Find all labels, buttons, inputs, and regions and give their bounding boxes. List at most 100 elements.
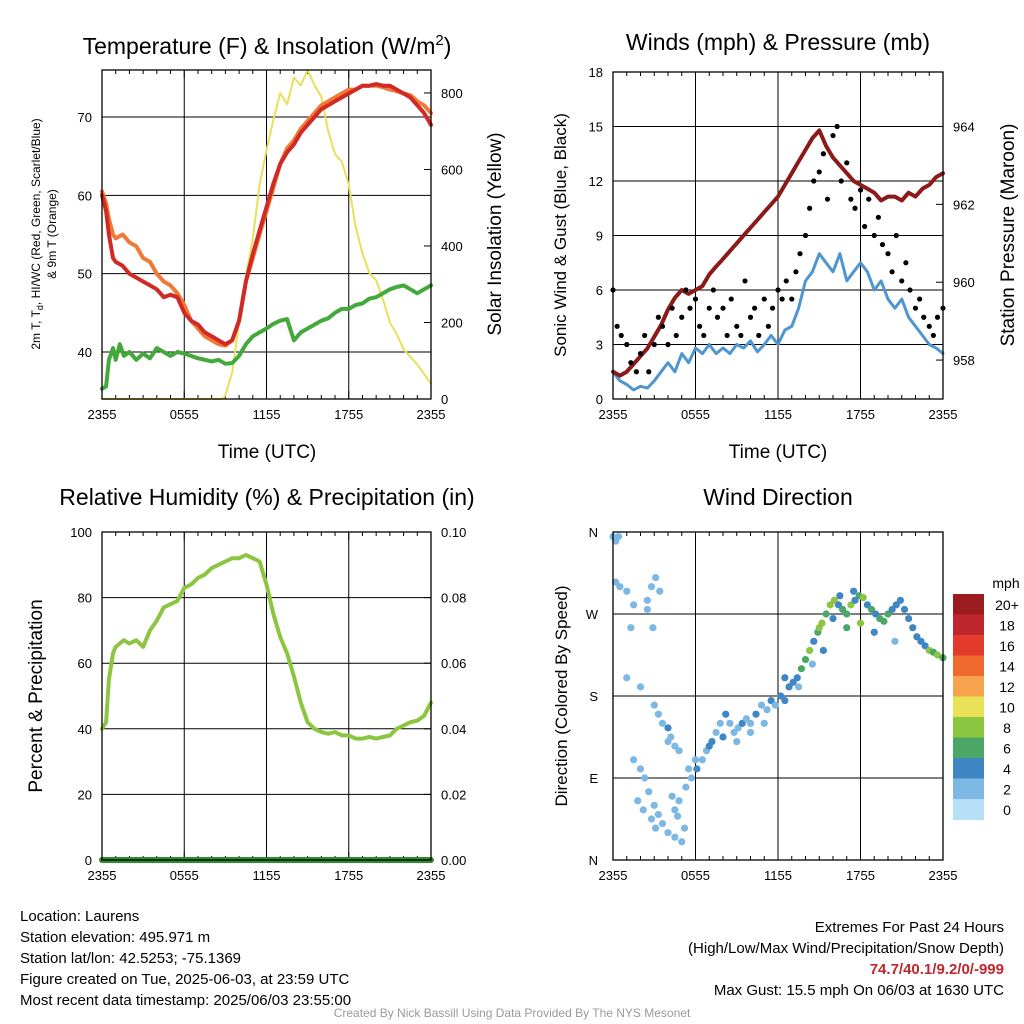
- direction-x-tick-label: 0555: [681, 868, 710, 883]
- legend-label: 20+: [995, 597, 1019, 613]
- gust-point: [903, 260, 909, 266]
- winds-right-tick-label: 960: [953, 275, 975, 290]
- direction-point: [712, 728, 720, 737]
- legend-label: 18: [999, 618, 1015, 634]
- gust-point: [838, 178, 844, 184]
- gust-point: [926, 323, 932, 329]
- direction-point: [650, 801, 658, 809]
- direction-point: [682, 783, 690, 791]
- gust-point: [779, 296, 785, 302]
- humidity-right-tick-label: 0.02: [441, 787, 466, 802]
- direction-point: [810, 637, 818, 645]
- gust-point: [879, 241, 886, 248]
- direction-point: [892, 601, 900, 609]
- direction-point: [654, 810, 662, 819]
- gust-point: [738, 332, 744, 339]
- gust-point: [692, 296, 699, 302]
- humidity-x-tick-label: 1755: [334, 868, 363, 883]
- gust-point: [655, 314, 661, 320]
- temperature-panel: Temperature (F) & Insolation (W/m2) Time…: [29, 32, 506, 463]
- winds-x-tick-label: 1755: [846, 407, 875, 422]
- direction-point: [722, 710, 730, 718]
- gust-point: [820, 151, 826, 157]
- legend-swatch: [953, 594, 984, 615]
- direction-point: [614, 532, 623, 541]
- gust-point: [628, 360, 634, 366]
- direction-point: [664, 829, 672, 837]
- direction-point: [801, 655, 810, 664]
- direction-point: [668, 792, 676, 800]
- extremes-subtitle: (High/Low/Max Wind/Precipitation/Snow De…: [688, 940, 1004, 957]
- temperature-y-axis-label-line2: & 9m T (Orange): [45, 189, 59, 279]
- temperature-x-tick-label: 0555: [170, 407, 199, 422]
- gust-point: [637, 350, 644, 357]
- gust-point: [706, 305, 712, 311]
- legend-label: 14: [999, 659, 1015, 675]
- direction-point: [636, 765, 645, 773]
- direction-point: [726, 719, 734, 727]
- gust-point: [728, 296, 734, 302]
- direction-point: [675, 747, 683, 755]
- direction-point: [829, 614, 837, 623]
- temperature-right-tick-label: 800: [441, 86, 463, 101]
- winds-right-tick-label: 964: [953, 120, 975, 135]
- legend-swatch: [953, 676, 984, 697]
- gust-point: [899, 278, 905, 284]
- winds-x-tick-label: 1155: [764, 407, 792, 422]
- direction-point: [856, 619, 865, 627]
- direction-point: [623, 587, 631, 595]
- insolation-y-axis-label: Solar Insolation (Yellow): [485, 132, 506, 335]
- direction-point: [884, 610, 892, 618]
- gust-point: [765, 323, 771, 329]
- direction-point: [850, 587, 858, 595]
- gust-point: [789, 296, 795, 302]
- gust-point: [659, 323, 666, 329]
- direction-point: [933, 651, 942, 659]
- direction-point: [643, 605, 651, 614]
- direction-y-tick-label: N: [589, 525, 598, 540]
- direction-point: [785, 683, 793, 691]
- winds-series-line-0: [611, 252, 945, 392]
- temperature-title: Temperature (F) & Insolation (W/m2): [83, 32, 452, 59]
- direction-point: [664, 724, 672, 732]
- direction-point: [705, 742, 713, 750]
- temperature-right-tick-label: 400: [441, 239, 463, 254]
- winds-y-tick-label: 18: [589, 65, 603, 80]
- gust-point: [866, 196, 872, 202]
- gust-point: [857, 187, 864, 193]
- gust-point: [642, 332, 648, 339]
- humidity-x-tick-label: 0555: [170, 868, 199, 883]
- gust-point: [742, 278, 748, 284]
- latlon-text: Station lat/lon: 42.5253; -75.1369: [20, 950, 242, 967]
- legend-label: 16: [999, 638, 1015, 654]
- direction-point: [867, 605, 876, 614]
- humidity-x-tick-label: 1155: [253, 868, 281, 883]
- direction-point: [797, 665, 805, 673]
- gust-point: [824, 196, 831, 202]
- direction-point: [909, 624, 917, 632]
- winds-right-tick-label: 962: [953, 197, 975, 212]
- gust-point: [912, 305, 919, 311]
- direction-point: [781, 674, 789, 682]
- direction-point: [664, 737, 672, 746]
- direction-point: [623, 674, 631, 682]
- direction-point: [752, 710, 760, 718]
- gust-point: [921, 314, 927, 320]
- winds-y-axis-label: Sonic Wind & Gust (Blue, Black): [551, 113, 570, 357]
- gust-point: [683, 287, 689, 293]
- direction-point: [687, 774, 695, 782]
- direction-point: [870, 628, 878, 636]
- direction-point: [641, 774, 649, 782]
- direction-y-tick-label: N: [589, 853, 598, 868]
- direction-point: [652, 573, 660, 582]
- gust-point: [816, 169, 822, 175]
- gust-point: [761, 296, 767, 302]
- extremes-info: Extremes For Past 24 Hours (High/Low/Max…: [688, 917, 1004, 1001]
- humidity-panel: Relative Humidity (%) & Precipitation (i…: [26, 484, 475, 883]
- winds-x-tick-label: 2355: [929, 407, 958, 422]
- direction-point: [789, 678, 797, 686]
- direction-point: [678, 838, 686, 846]
- direction-point: [836, 592, 844, 600]
- temperature-y-tick-label: 60: [78, 188, 92, 203]
- gust-point: [701, 332, 707, 339]
